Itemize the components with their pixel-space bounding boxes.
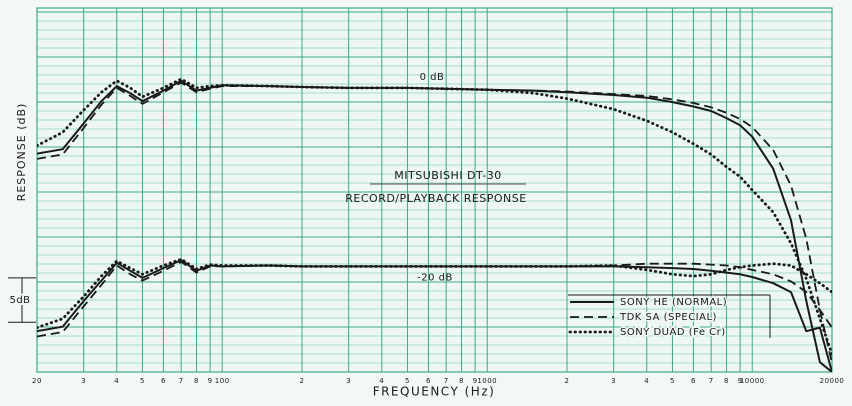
x-tick-label: 5: [670, 377, 675, 385]
plot-frame: [36, 7, 833, 373]
annotation: -20 dB: [417, 272, 453, 283]
x-tick-label: 3: [346, 377, 351, 385]
plot-area: [37, 77, 832, 372]
x-tick-label: 20000: [820, 377, 845, 385]
x-tick-label: 4: [114, 377, 119, 385]
legend-label: TDK SA (SPECIAL): [619, 312, 717, 323]
x-tick-label: 2: [565, 377, 570, 385]
plot-background: [37, 8, 832, 372]
x-tick-label: 6: [426, 377, 431, 385]
x-tick-label: 10000: [740, 377, 765, 385]
x-tick-label: 7: [709, 377, 714, 385]
x-tick-label: 8: [194, 377, 199, 385]
legend-label: SONY DUAD (Fe Cr): [620, 327, 726, 338]
x-tick-label: 2: [300, 377, 305, 385]
x-tick-label: 20: [32, 377, 42, 385]
x-tick-label: 8: [459, 377, 464, 385]
response-line: [37, 257, 832, 329]
x-tick-label: 9: [208, 377, 213, 385]
x-tick-label: 4: [644, 377, 649, 385]
x-tick-label: 1000: [477, 377, 497, 385]
x-tick-label: 4: [379, 377, 384, 385]
legend-label: SONY HE (NORMAL): [620, 297, 727, 308]
x-tick-label: 5: [405, 377, 410, 385]
scale-bar-label: 5dB: [9, 295, 30, 306]
x-tick-label: 3: [81, 377, 86, 385]
response-line: [37, 77, 832, 356]
x-tick-label: 5: [140, 377, 145, 385]
x-tick-label: 3: [611, 377, 616, 385]
chart-title: MITSUBISHI DT-30: [394, 169, 501, 182]
y-axis-label: RESPONSE (dB): [15, 103, 28, 202]
x-tick-label: 9: [738, 377, 743, 385]
x-tick-label: 7: [444, 377, 449, 385]
x-tick-label: 6: [691, 377, 696, 385]
x-tick-label: 6: [161, 377, 166, 385]
x-tick-label: 100: [215, 377, 230, 385]
x-tick-label: 9: [473, 377, 478, 385]
grid: [36, 7, 833, 373]
x-tick-label: 8: [724, 377, 729, 385]
annotation: 0 dB: [420, 72, 445, 83]
x-tick-label: 7: [179, 377, 184, 385]
chart-subtitle: RECORD/PLAYBACK RESPONSE: [345, 192, 526, 205]
x-axis-label: FREQUENCY (Hz): [373, 385, 496, 399]
